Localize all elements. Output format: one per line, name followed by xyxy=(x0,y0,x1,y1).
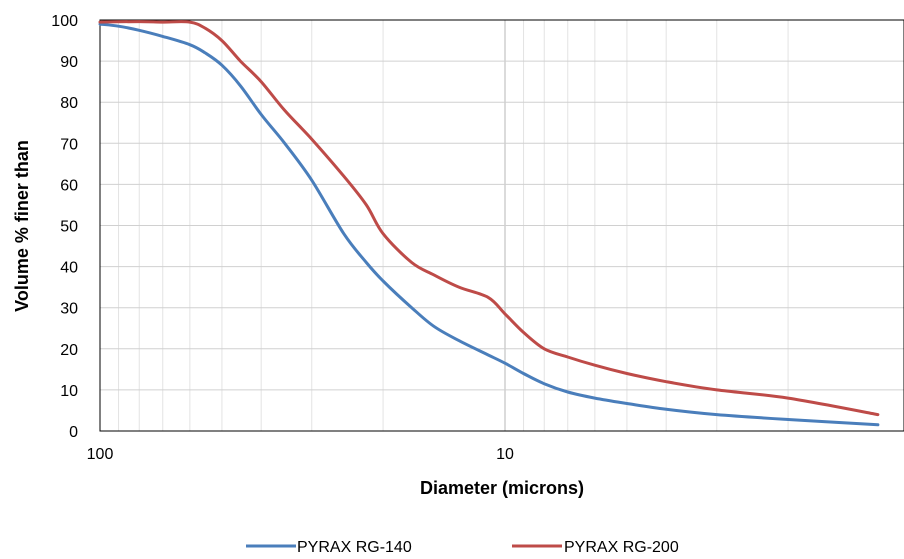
y-tick-label: 70 xyxy=(60,136,78,153)
series-line-rg140 xyxy=(98,22,880,427)
legend-label-rg140: PYRAX RG-140 xyxy=(297,539,412,556)
x-axis-tick-labels: 100 10 xyxy=(87,446,514,463)
legend: PYRAX RG-140 PYRAX RG-200 xyxy=(246,539,679,556)
y-tick-label: 30 xyxy=(60,301,78,318)
major-gridlines xyxy=(100,20,904,431)
y-tick-label: 90 xyxy=(60,54,78,71)
x-tick-label: 10 xyxy=(496,446,514,463)
x-axis-title: Diameter (microns) xyxy=(420,478,584,498)
y-tick-label: 40 xyxy=(60,260,78,277)
plot-area-frame xyxy=(99,19,904,432)
y-tick-label: 10 xyxy=(60,383,78,400)
y-tick-label: 50 xyxy=(60,219,78,236)
x-tick-label: 100 xyxy=(87,446,114,463)
y-tick-label: 20 xyxy=(60,342,78,359)
y-axis-title: Volume % finer than xyxy=(12,140,32,312)
y-tick-label: 80 xyxy=(60,95,78,112)
series-lines xyxy=(98,20,880,427)
y-axis-tick-labels: 0 10 20 30 40 50 60 70 80 90 100 xyxy=(51,13,78,441)
legend-label-rg200: PYRAX RG-200 xyxy=(564,539,679,556)
series-line-rg200 xyxy=(98,20,880,417)
y-tick-label: 100 xyxy=(51,13,78,30)
y-tick-label: 0 xyxy=(69,424,78,441)
y-tick-label: 60 xyxy=(60,177,78,194)
